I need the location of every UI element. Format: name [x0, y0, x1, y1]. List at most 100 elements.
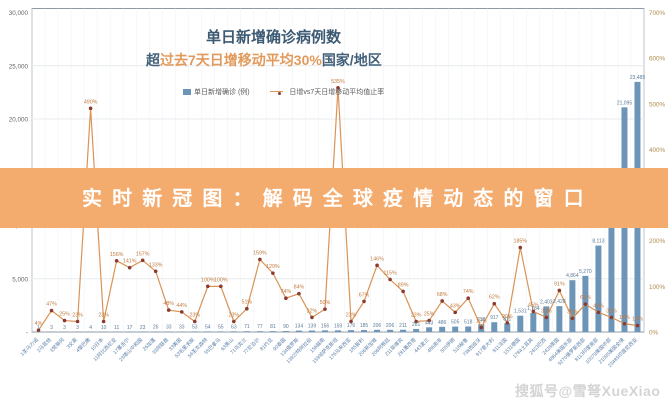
svg-text:0%: 0%	[649, 330, 659, 337]
svg-text:4: 4	[89, 325, 92, 331]
svg-text:33: 33	[179, 325, 185, 331]
svg-text:281: 281	[412, 322, 421, 328]
svg-text:600%: 600%	[649, 56, 666, 63]
svg-text:84%: 84%	[294, 285, 305, 291]
svg-text:23%: 23%	[72, 313, 83, 319]
svg-text:8,113: 8,113	[592, 239, 604, 245]
svg-text:68%: 68%	[437, 292, 448, 298]
svg-text:71: 71	[244, 324, 250, 330]
svg-text:5,000: 5,000	[12, 276, 28, 283]
svg-text:63: 63	[231, 324, 237, 330]
svg-text:3: 3	[50, 325, 53, 331]
svg-text:23%: 23%	[98, 313, 109, 319]
svg-text:738: 738	[477, 317, 486, 323]
svg-text:18%: 18%	[619, 315, 630, 321]
svg-text:54: 54	[205, 324, 211, 330]
svg-text:62%: 62%	[489, 295, 500, 301]
svg-text:4黎巴嫩: 4黎巴嫩	[74, 336, 92, 354]
svg-text:200%: 200%	[649, 238, 666, 245]
svg-text:23%: 23%	[229, 313, 240, 319]
svg-text:90: 90	[283, 324, 289, 330]
svg-text:11: 11	[114, 325, 119, 331]
svg-text:115%: 115%	[384, 271, 397, 277]
svg-text:91%: 91%	[554, 281, 565, 287]
svg-text:2,403: 2,403	[540, 299, 553, 305]
svg-text:25,000: 25,000	[9, 63, 29, 70]
svg-text:185%: 185%	[514, 239, 528, 245]
svg-text:44%: 44%	[176, 303, 187, 309]
svg-text:100%: 100%	[649, 284, 666, 291]
svg-text:55: 55	[218, 324, 224, 330]
svg-text:1: 1	[37, 325, 40, 331]
svg-text:100%: 100%	[214, 277, 228, 283]
svg-text:74%: 74%	[463, 289, 474, 295]
svg-text:32%: 32%	[541, 308, 552, 314]
svg-text:81: 81	[270, 324, 276, 330]
svg-text:61%: 61%	[580, 295, 591, 301]
svg-text:505: 505	[451, 320, 460, 326]
svg-text:33: 33	[166, 325, 172, 331]
svg-text:51%: 51%	[242, 300, 253, 306]
svg-text:-: -	[26, 330, 28, 337]
svg-text:14%: 14%	[632, 317, 643, 323]
svg-text:917: 917	[490, 315, 499, 321]
svg-text:74%: 74%	[281, 289, 292, 295]
svg-text:25%: 25%	[59, 312, 70, 318]
svg-text:535%: 535%	[331, 79, 345, 85]
svg-text:81约旦: 81约旦	[258, 336, 274, 352]
svg-text:156: 156	[321, 323, 330, 329]
svg-text:21,095: 21,095	[617, 100, 633, 106]
svg-text:206: 206	[386, 323, 395, 329]
svg-text:4,864: 4,864	[566, 273, 579, 279]
svg-text:1,784: 1,784	[527, 306, 540, 312]
svg-text:77: 77	[257, 324, 263, 330]
svg-text:30%: 30%	[567, 309, 578, 315]
svg-text:1圣马力诺: 1圣马力诺	[19, 336, 40, 357]
svg-text:156%: 156%	[110, 252, 124, 258]
svg-text:486: 486	[438, 320, 447, 326]
svg-text:32%: 32%	[307, 308, 318, 314]
svg-text:17: 17	[127, 325, 133, 331]
svg-text:100%: 100%	[201, 277, 215, 283]
svg-text:1,531: 1,531	[514, 309, 527, 315]
svg-text:500%: 500%	[649, 101, 666, 108]
svg-text:3: 3	[63, 325, 66, 331]
svg-text:23,485: 23,485	[630, 75, 646, 81]
svg-text:50%: 50%	[320, 300, 331, 306]
svg-text:133%: 133%	[149, 262, 163, 268]
svg-text:48%: 48%	[163, 301, 174, 307]
svg-text:129%: 129%	[266, 264, 280, 270]
svg-text:26: 26	[153, 325, 159, 331]
svg-text:518: 518	[464, 319, 473, 325]
svg-text:2,428: 2,428	[553, 299, 566, 305]
svg-text:3梵蒂冈: 3梵蒂冈	[48, 336, 66, 354]
svg-text:700%: 700%	[649, 10, 666, 17]
svg-text:5,270: 5,270	[579, 269, 592, 275]
svg-text:23%: 23%	[346, 313, 357, 319]
svg-text:23%: 23%	[189, 313, 200, 319]
svg-text:32%: 32%	[606, 308, 617, 314]
svg-text:53: 53	[192, 324, 198, 330]
svg-text:23%: 23%	[411, 313, 422, 319]
svg-text:400%: 400%	[649, 147, 666, 154]
svg-text:206: 206	[373, 323, 382, 329]
svg-text:146%: 146%	[370, 256, 384, 262]
svg-text:89%: 89%	[398, 282, 409, 288]
svg-text:47%: 47%	[46, 302, 57, 308]
svg-text:490%: 490%	[84, 99, 98, 105]
svg-text:30,000: 30,000	[9, 10, 29, 17]
svg-text:443: 443	[425, 320, 434, 326]
svg-text:25%: 25%	[424, 312, 435, 318]
svg-text:139: 139	[308, 324, 317, 330]
svg-text:134: 134	[295, 324, 304, 330]
svg-text:159%: 159%	[253, 250, 267, 256]
svg-text:10: 10	[101, 325, 107, 331]
svg-text:20,000: 20,000	[9, 117, 29, 124]
svg-text:141%: 141%	[123, 259, 137, 265]
svg-text:185: 185	[360, 323, 369, 329]
svg-text:43%: 43%	[593, 303, 604, 309]
svg-text:157%: 157%	[136, 251, 150, 257]
svg-text:811: 811	[503, 316, 511, 322]
svg-text:159: 159	[334, 323, 343, 329]
svg-text:67%: 67%	[359, 292, 370, 298]
